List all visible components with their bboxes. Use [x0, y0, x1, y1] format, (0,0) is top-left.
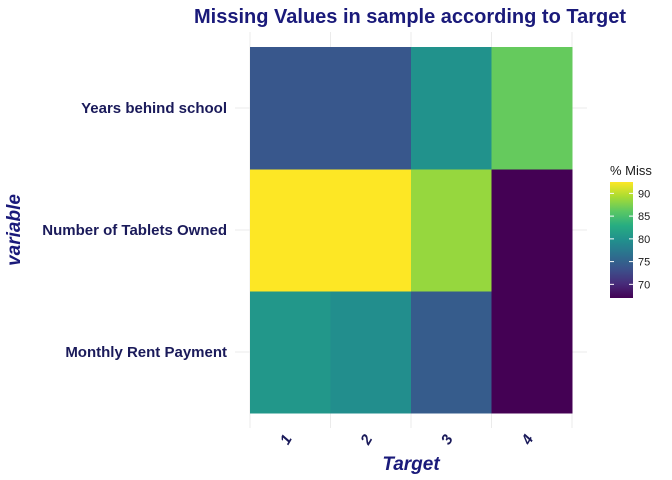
heatmap-cell [330, 291, 412, 414]
legend-tick-label: 85 [638, 211, 650, 223]
legend-colorbar [610, 182, 633, 298]
heatmap-cell [330, 47, 412, 170]
heatmap-cell [491, 169, 573, 292]
y-tick-label: Number of Tablets Owned [42, 222, 227, 239]
y-tick-labels: Monthly Rent Payment Number of Tablets Ow… [42, 100, 227, 361]
heatmap-cell [250, 47, 331, 170]
x-tick-label: 1 [277, 432, 296, 448]
x-tick-label: 2 [357, 431, 377, 448]
heatmap-cell [491, 291, 573, 414]
y-tick-label: Years behind school [81, 100, 227, 117]
heatmap-cell [411, 169, 492, 292]
x-tick-label: 3 [438, 431, 457, 447]
x-axis-title: Target [382, 454, 440, 475]
heatmap-cell [411, 291, 492, 414]
legend-tick-label: 75 [638, 257, 650, 269]
heatmap-cell [411, 47, 492, 170]
x-tick-labels: 1 2 3 4 [277, 431, 538, 448]
legend-tick-label: 90 [638, 188, 650, 200]
legend-ticks: 70 75 80 85 90 [610, 188, 650, 291]
y-axis-title: variable [4, 194, 25, 266]
chart-title: Missing Values in sample according to Ta… [194, 6, 626, 28]
heatmap-cells [250, 47, 573, 414]
x-tick-label: 4 [518, 431, 538, 448]
y-tick-label: Monthly Rent Payment [65, 344, 227, 361]
heatmap-cell [330, 169, 412, 292]
legend-title: % Miss [610, 163, 652, 178]
heatmap-cell [250, 169, 331, 292]
color-legend: % Miss 70 75 80 85 90 [610, 163, 652, 298]
legend-tick-label: 80 [638, 234, 650, 246]
legend-tick-label: 70 [638, 279, 650, 291]
heatmap-cell [250, 291, 331, 414]
heatmap-cell [491, 47, 573, 170]
